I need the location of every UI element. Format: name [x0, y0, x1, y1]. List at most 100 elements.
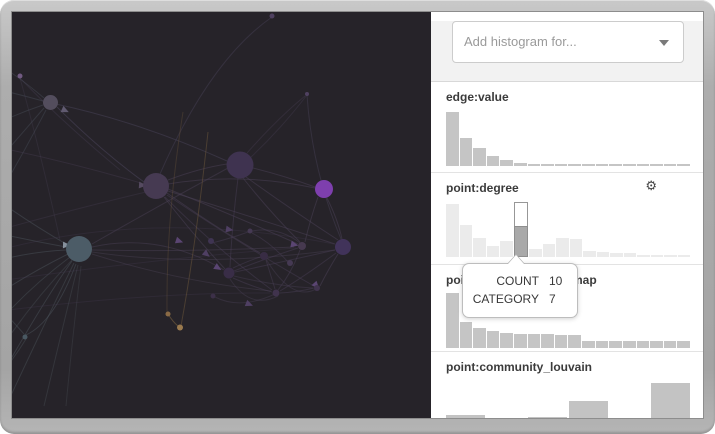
graph-edge — [304, 196, 319, 243]
histogram-bar[interactable] — [486, 331, 500, 348]
histogram-bar[interactable] — [514, 334, 527, 348]
add-histogram-panel: Add histogram for... — [431, 21, 703, 82]
histogram-bar[interactable] — [596, 252, 609, 257]
graph-node[interactable] — [247, 228, 253, 234]
histogram-bar[interactable] — [459, 322, 473, 348]
graph-node[interactable] — [315, 180, 333, 198]
graph-edge — [25, 263, 77, 336]
graph-node[interactable] — [298, 242, 306, 250]
graph-edge — [251, 232, 289, 263]
graph-node[interactable] — [165, 311, 171, 317]
histogram-tooltip: COUNT 10 CATEGORY 7 — [462, 254, 578, 318]
histogram-bar[interactable] — [446, 112, 459, 166]
tooltip-category-label: CATEGORY — [472, 292, 539, 306]
histogram-bar[interactable] — [473, 328, 486, 348]
graph-node[interactable] — [305, 92, 309, 96]
histogram-bar[interactable] — [446, 293, 459, 348]
histogram-bar[interactable] — [583, 251, 596, 257]
gear-icon[interactable]: ⚙ — [645, 178, 657, 193]
histogram-bar[interactable] — [554, 164, 568, 166]
histogram-bar[interactable] — [459, 138, 473, 166]
histogram-bar[interactable] — [528, 417, 567, 418]
histogram-bar[interactable] — [569, 401, 608, 418]
graph-node[interactable] — [272, 289, 280, 297]
histogram-bar[interactable] — [610, 253, 623, 257]
histogram-bar[interactable] — [556, 238, 569, 257]
histogram-bar[interactable] — [473, 238, 486, 257]
graph-node[interactable] — [335, 239, 351, 255]
histogram-bar[interactable] — [622, 341, 636, 348]
graph-edge — [265, 258, 317, 293]
graph-node[interactable] — [314, 285, 320, 291]
histogram-bar[interactable] — [609, 164, 622, 166]
graph-node[interactable] — [269, 13, 275, 19]
histogram-bar[interactable] — [541, 164, 554, 166]
graph-edge — [12, 107, 45, 146]
histogram-bar[interactable] — [663, 341, 677, 348]
histogram-bar-selected[interactable] — [513, 202, 528, 257]
histogram-bar[interactable] — [677, 255, 690, 257]
histogram-bar[interactable] — [500, 241, 513, 257]
histogram-bar[interactable] — [650, 255, 663, 257]
histogram-bar[interactable] — [459, 225, 472, 257]
graph-edge — [91, 249, 336, 260]
histogram-bar[interactable] — [568, 335, 582, 348]
histogram-bar[interactable] — [486, 156, 500, 166]
graph-canvas[interactable] — [12, 12, 431, 418]
histogram-chart-point-degree[interactable] — [446, 199, 690, 257]
histogram-chart-community-infomap[interactable] — [446, 290, 690, 348]
histogram-bar[interactable] — [636, 341, 650, 348]
histogram-bar[interactable] — [486, 246, 499, 257]
histogram-bar[interactable] — [677, 341, 690, 348]
graph-edge — [12, 235, 67, 248]
histogram-bar[interactable] — [446, 204, 459, 257]
graph-edge — [12, 260, 73, 359]
histogram-bar[interactable] — [663, 164, 677, 166]
histogram-bar[interactable] — [527, 164, 541, 166]
graph-node[interactable] — [66, 236, 92, 262]
histogram-bar[interactable] — [622, 164, 636, 166]
graph-node[interactable] — [177, 324, 183, 331]
histogram-bar[interactable] — [664, 255, 677, 257]
histogram-bar[interactable] — [541, 334, 554, 348]
histogram-bar[interactable] — [500, 160, 514, 166]
histogram-bar[interactable] — [527, 334, 541, 348]
add-histogram-dropdown[interactable]: Add histogram for... — [452, 21, 684, 63]
graph-node[interactable] — [143, 173, 169, 199]
graph-edge — [265, 259, 276, 290]
histogram-bar[interactable] — [650, 164, 663, 166]
histogram-bar[interactable] — [595, 164, 609, 166]
histogram-bar[interactable] — [582, 164, 595, 166]
histogram-bar[interactable] — [677, 164, 690, 166]
graph-node[interactable] — [226, 151, 254, 179]
histogram-bar[interactable] — [650, 341, 663, 348]
histogram-bar[interactable] — [473, 148, 486, 166]
graph-node[interactable] — [208, 238, 214, 244]
graph-node[interactable] — [260, 252, 268, 260]
graph-node[interactable] — [223, 267, 235, 279]
histogram-bar[interactable] — [636, 164, 650, 166]
histogram-bar[interactable] — [569, 239, 582, 257]
histogram-bar[interactable] — [542, 244, 555, 257]
graph-node[interactable] — [210, 293, 216, 299]
graph-node[interactable] — [43, 95, 58, 110]
histogram-bar[interactable] — [529, 249, 542, 257]
histogram-bar[interactable] — [609, 341, 622, 348]
histogram-bar[interactable] — [554, 335, 568, 348]
histogram-chart-edge-value[interactable] — [446, 108, 690, 166]
histogram-chart-community-louvain[interactable] — [446, 382, 690, 418]
histogram-bar[interactable] — [651, 383, 690, 418]
histogram-bar[interactable] — [637, 255, 650, 257]
tooltip-count-label: COUNT — [496, 274, 539, 288]
histogram-bar[interactable] — [623, 253, 636, 257]
graph-node[interactable] — [17, 73, 23, 79]
histogram-bar[interactable] — [568, 164, 582, 166]
histogram-bar[interactable] — [500, 333, 514, 348]
histogram-bar[interactable] — [514, 163, 527, 166]
histogram-bar[interactable] — [595, 341, 609, 348]
histogram-bar[interactable] — [446, 415, 485, 418]
graph-node[interactable] — [22, 334, 28, 340]
graph-edge — [252, 167, 316, 188]
histogram-bar[interactable] — [582, 341, 595, 348]
graph-node[interactable] — [287, 260, 293, 266]
